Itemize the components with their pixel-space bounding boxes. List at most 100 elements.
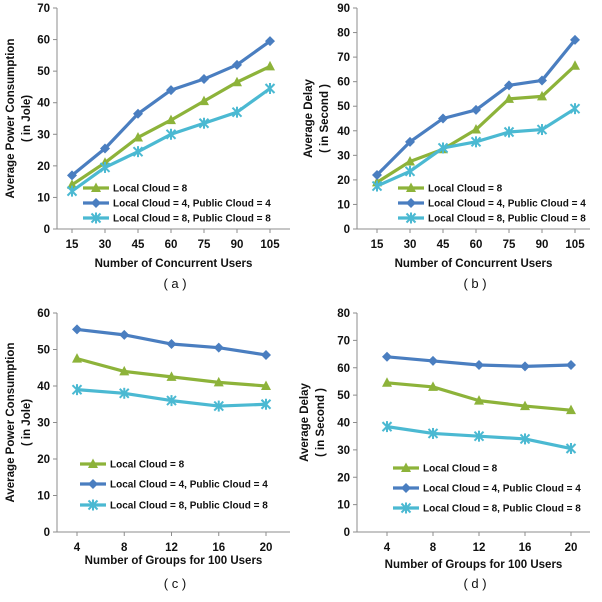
series-diamond [72,324,271,360]
data-point [537,90,547,101]
legend: Local Cloud = 8 Local Cloud = 4, Public C… [393,462,581,515]
data-point [166,339,177,350]
data-point [165,128,177,140]
data-point [213,376,224,387]
series-diamond [67,36,275,181]
x-tick-label: 20 [260,542,273,554]
y-axis-label: Average Power Consumption [5,343,17,503]
x-tick-label: 105 [565,239,585,251]
data-point [470,136,482,148]
x-tick-label: 30 [99,239,112,251]
legend-marker [87,499,99,511]
data-point [119,365,130,376]
data-point [71,384,83,396]
data-point [166,395,177,407]
data-point [264,83,276,95]
y-tick-label: 70 [337,335,350,347]
data-point [232,59,242,70]
legend-label: Local Cloud = 8, Public Cloud = 8 [110,501,268,512]
data-point [570,60,580,70]
y-tick-label: 60 [337,77,350,89]
y-axis-label: ( in Jole) [21,399,33,446]
series-diamond [382,351,576,372]
y-tick-label: 90 [337,3,350,15]
y-tick-label: 40 [337,126,350,138]
data-point [199,95,209,106]
x-axis-label: Number of Groups for 100 Users [85,555,263,567]
data-point [119,329,130,340]
data-point [565,443,577,455]
y-tick-label: 50 [37,345,50,357]
data-point [261,380,271,390]
data-point [166,371,177,381]
legend-marker [400,502,412,514]
y-tick-label: 20 [37,161,50,173]
data-point [265,60,275,71]
data-point [72,353,82,363]
y-tick-label: 60 [37,308,50,320]
series-star [381,421,577,455]
data-point [428,381,438,391]
x-tick-label: 4 [384,542,391,554]
data-point [471,124,481,134]
data-point [519,433,531,445]
y-tick-label: 0 [44,224,50,236]
y-tick-label: 40 [37,98,50,110]
series-star [371,103,581,192]
legend-marker [405,212,417,224]
x-axis-label: Number of Groups for 100 Users [385,559,563,571]
data-point [166,114,176,125]
data-point [437,142,449,154]
x-tick-label: 105 [260,239,280,251]
chart-caption: ( a ) [163,276,186,291]
data-point [428,355,438,366]
x-tick-label: 75 [198,239,211,251]
data-point [569,103,581,115]
y-tick-label: 80 [337,308,350,320]
y-tick-label: 60 [337,363,350,375]
series-triangle [372,60,580,187]
x-tick-label: 45 [132,239,145,251]
y-tick-label: 50 [37,66,50,78]
data-point [166,85,176,96]
data-point [133,131,143,142]
legend-marker [90,212,102,224]
series-triangle [67,60,275,189]
y-tick-label: 40 [337,418,350,430]
chart-a: 0 10 20 30 40 50 60 70 15 30 45 60 75 90 105 Number of … [5,3,290,291]
legend-marker [88,479,98,489]
legend-label: Local Cloud = 8, Public Cloud = 8 [423,504,581,515]
data-point [213,400,224,412]
y-tick-label: 70 [37,3,50,15]
data-point [566,404,576,415]
x-tick-label: 30 [404,239,417,251]
y-tick-label: 80 [337,28,350,40]
y-tick-label: 20 [337,175,350,187]
data-point [371,180,383,192]
series-triangle [72,353,271,390]
legend-label: Local Cloud = 8 [423,464,498,475]
y-tick-label: 10 [337,199,350,211]
data-point [438,113,448,124]
data-point [231,106,243,118]
y-tick-label: 70 [337,52,350,64]
data-point [503,126,515,138]
x-tick-label: 8 [430,542,437,554]
data-point [570,34,580,45]
data-point [427,427,439,439]
y-tick-label: 30 [337,150,350,162]
x-axis-label: Number of Concurrent Users [95,258,253,270]
x-tick-label: 12 [165,542,178,554]
x-tick-label: 16 [519,542,532,554]
data-point [566,360,576,371]
data-point [382,351,392,362]
legend: Local Cloud = 8 Local Cloud = 4, Public C… [83,182,271,225]
x-tick-label: 4 [74,542,81,554]
data-point [72,324,82,335]
series-diamond [372,34,580,180]
y-axis-label: ( in Jole) [21,95,33,142]
data-point [119,387,130,399]
x-tick-label: 8 [121,542,128,554]
data-point [382,377,392,387]
y-tick-label: 0 [44,527,50,539]
